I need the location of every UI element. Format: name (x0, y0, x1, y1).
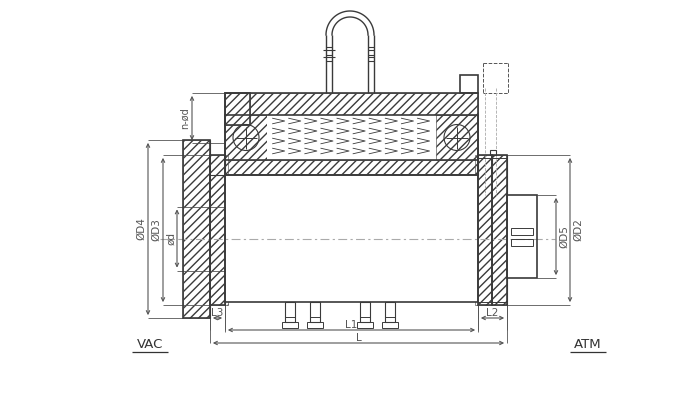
Bar (183, 140, 210, 318)
Bar (267, 115, 436, 160)
Bar (210, 155, 225, 305)
Bar (478, 155, 492, 305)
Bar (511, 238, 533, 245)
Text: L1: L1 (345, 320, 358, 330)
Bar (285, 302, 295, 322)
Bar (511, 227, 533, 234)
Text: L: L (356, 333, 361, 343)
Bar (282, 322, 298, 328)
Bar (225, 175, 228, 302)
Bar (210, 155, 228, 305)
Text: ØD2: ØD2 (573, 219, 583, 242)
Bar (360, 302, 370, 322)
Bar (307, 322, 323, 328)
Bar (507, 195, 537, 278)
Text: L3: L3 (211, 308, 224, 318)
Text: ØD5: ØD5 (559, 225, 569, 248)
Bar (225, 175, 478, 302)
Bar (436, 115, 478, 160)
Bar (357, 322, 373, 328)
Bar (310, 302, 320, 322)
Bar (225, 115, 267, 160)
Text: ØD4: ØD4 (136, 217, 146, 240)
Bar (225, 160, 478, 175)
Text: n-ød: n-ød (180, 107, 190, 129)
Bar (225, 115, 478, 160)
Bar (225, 175, 478, 302)
Bar (225, 93, 250, 125)
Bar (492, 155, 507, 305)
Bar (385, 302, 395, 322)
Text: VAC: VAC (136, 338, 163, 351)
Text: ød: ød (166, 232, 176, 245)
Bar (492, 155, 507, 305)
Bar (225, 93, 478, 115)
Bar (460, 75, 478, 93)
Text: L2: L2 (486, 308, 498, 318)
Bar (183, 140, 210, 318)
Text: ØD3: ØD3 (151, 219, 161, 242)
Bar (490, 150, 496, 155)
Bar (475, 155, 492, 305)
Bar (225, 93, 250, 125)
Text: ATM: ATM (574, 338, 602, 351)
Bar (382, 322, 398, 328)
Bar (225, 93, 478, 175)
